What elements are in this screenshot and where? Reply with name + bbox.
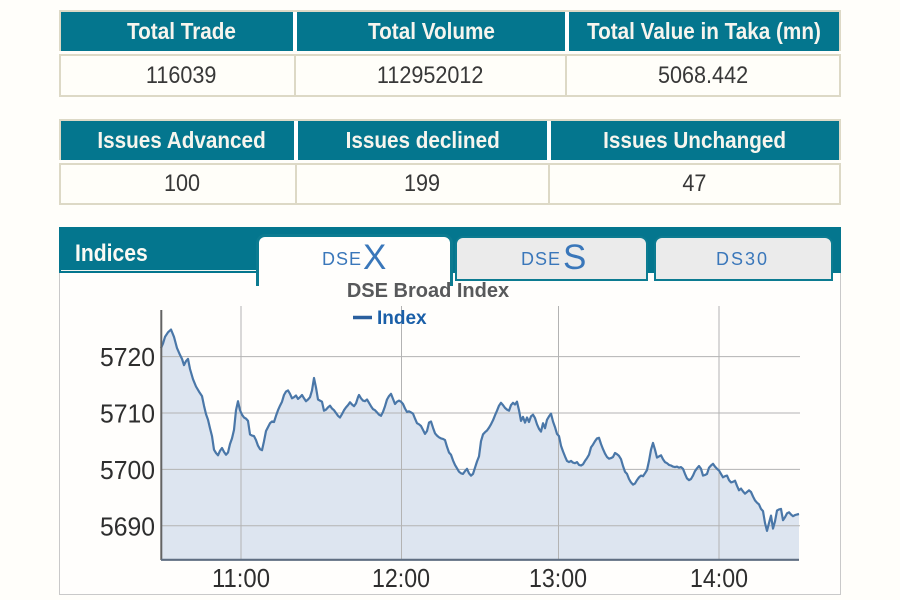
svg-text:13:00: 13:00 xyxy=(529,563,587,593)
svg-text:5700: 5700 xyxy=(100,455,155,485)
svg-text:14:00: 14:00 xyxy=(690,563,748,593)
svg-text:11:00: 11:00 xyxy=(212,563,270,593)
svg-text:Index: Index xyxy=(377,308,427,329)
svg-text:DSE Broad Index: DSE Broad Index xyxy=(347,280,509,302)
svg-text:5710: 5710 xyxy=(100,399,155,429)
svg-text:5690: 5690 xyxy=(100,512,155,542)
svg-text:5720: 5720 xyxy=(100,342,155,372)
svg-text:12:00: 12:00 xyxy=(372,563,430,593)
